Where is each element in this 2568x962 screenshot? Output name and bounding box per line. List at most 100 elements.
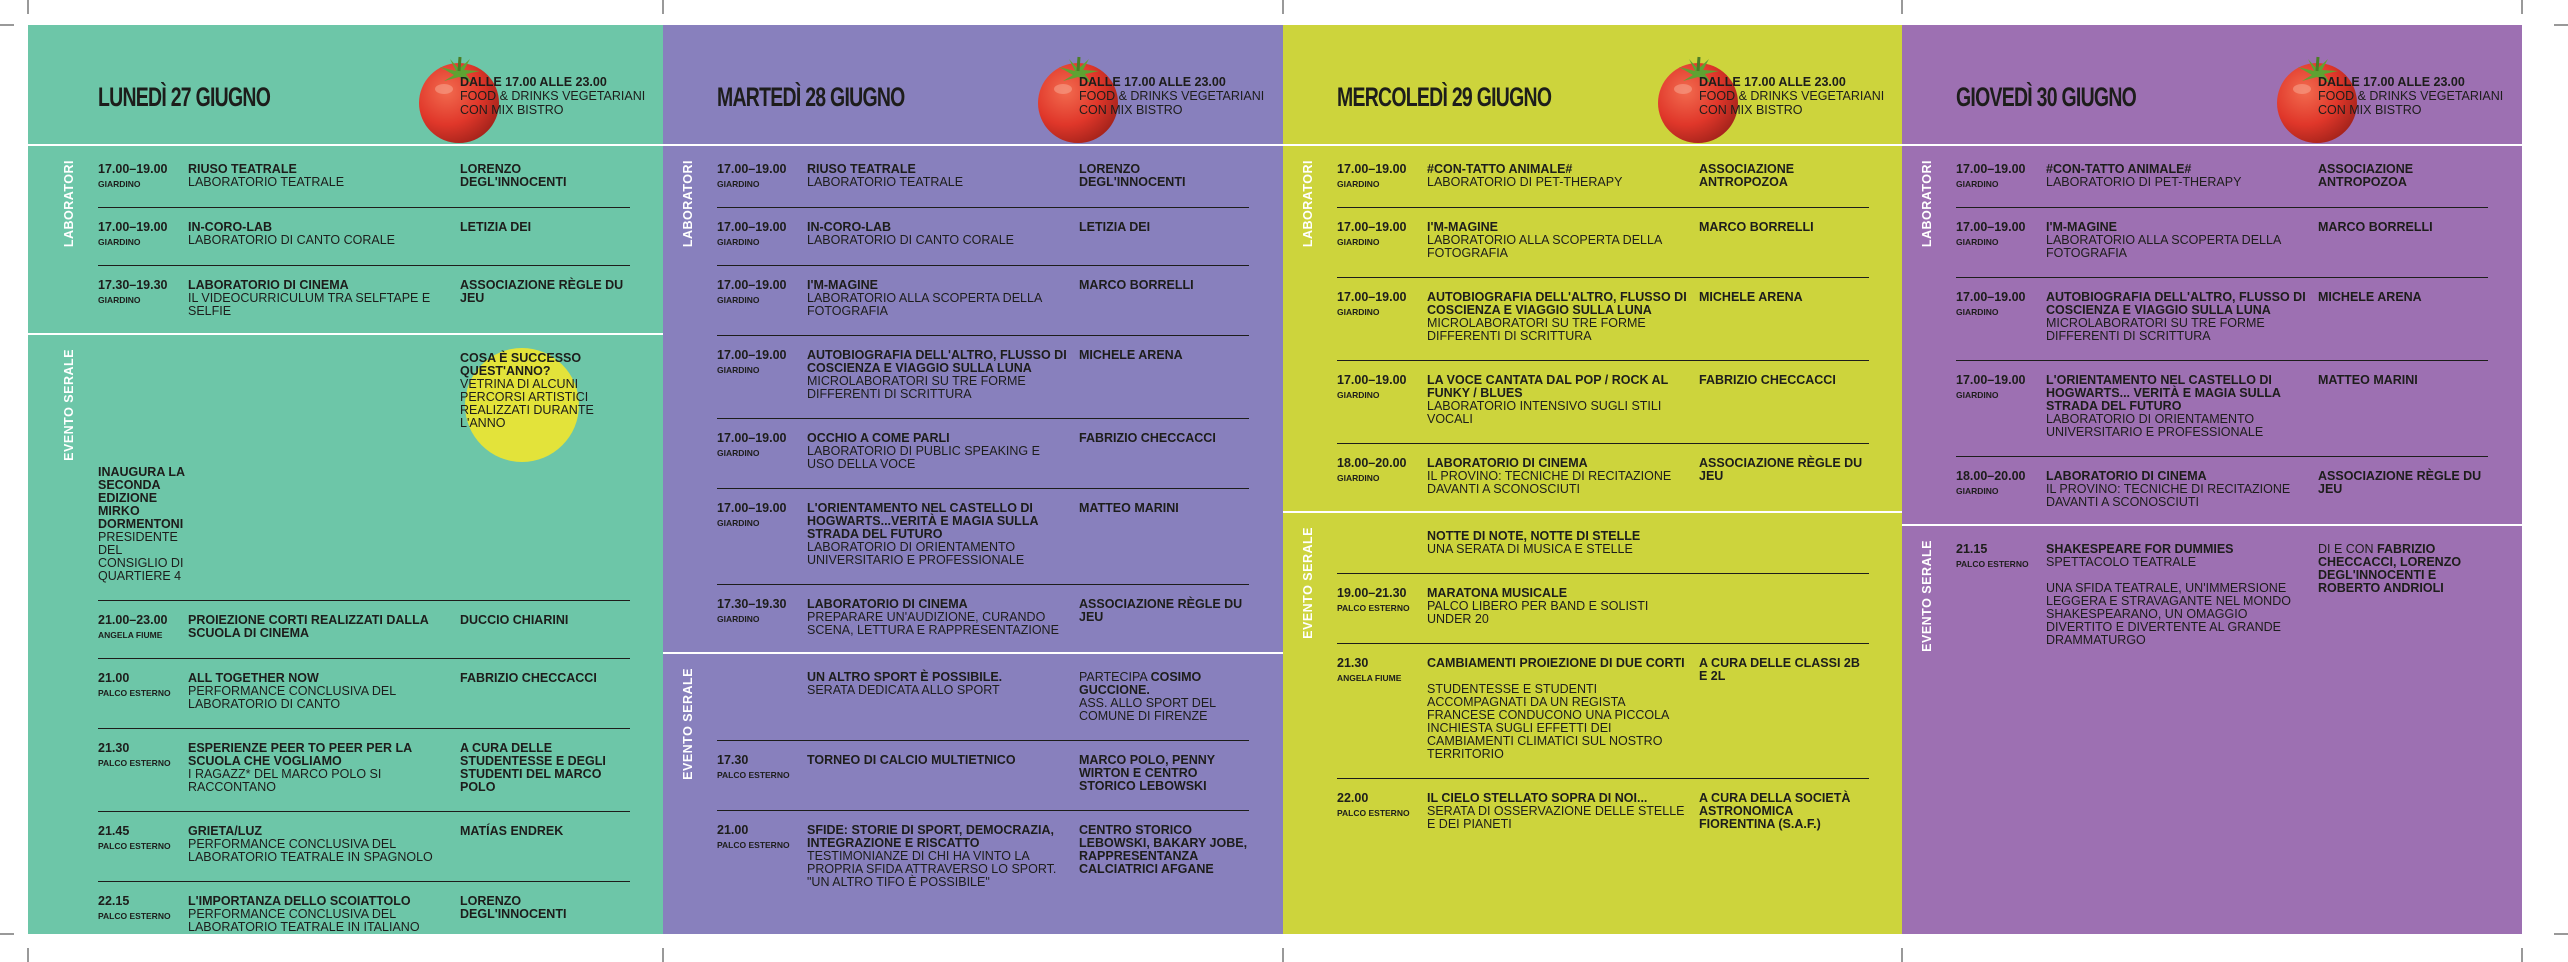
event-place: GIARDINO [98, 295, 141, 305]
event: 21.00 PALCO ESTERNO SFIDE: STORIE DI SPORT… [717, 810, 1249, 906]
event: 17.00–19.00 GIARDINO IN-CORO-LAB LABORATORI… [98, 207, 630, 265]
host-name: ASSOCIAZIONE RÈGLE DU JEU [1079, 597, 1243, 624]
note-line: DALLE 17.00 ALLE 23.00 [460, 75, 607, 89]
event-place: GIARDINO [717, 448, 760, 458]
host-name: A CURA DELLA SOCIETÀ ASTRONOMICA FIORENT… [1699, 791, 1851, 831]
note-line: CON MIX BISTRO [460, 103, 564, 117]
highlight-circle [465, 348, 579, 462]
tomato-icon [1658, 56, 1738, 143]
event: 17.00–19.00 GIARDINO I'M-MAGINE LABORATORIO… [717, 265, 1249, 335]
event-desc: SPETTACOLO TEATRALE [2046, 555, 2197, 569]
host-name: MATTEO MARINI [2318, 373, 2418, 387]
event-desc: TESTIMONIANZE DI CHI HA VINTO LA PROPRIA… [807, 849, 1057, 889]
event-title: COSA È SUCCESSO QUEST'ANNO? [460, 351, 582, 378]
event: 22.00 PALCO ESTERNO IL CIELO STELLATO SOPR… [1337, 778, 1869, 848]
event-what: RIUSO TEATRALE LABORATORIO TEATRALE [807, 163, 1079, 190]
event: 21.30 PALCO ESTERNO ESPERIENZE PEER TO PEE… [98, 728, 630, 811]
event-host: ASSOCIAZIONE ANTROPOZOA [2318, 163, 2488, 190]
day-panel: GIOVEDÌ 30 GIUGNO DALLE 17.00 ALLE 23.00 F… [1902, 25, 2522, 934]
event: 17.00–19.00 GIARDINO OCCHIO A COME PARLI LA… [717, 418, 1249, 488]
event-what: L'ORIENTAMENTO NEL CASTELLO DI HOGWARTS.… [807, 502, 1079, 567]
event-what: UN ALTRO SPORT È POSSIBILE. SERATA DEDICA… [807, 671, 1079, 723]
event-desc: LABORATORIO DI PUBLIC SPEAKING E USO DEL… [807, 444, 1040, 471]
event-title: SHAKESPEARE FOR DUMMIES [2046, 542, 2234, 556]
event-when: 17.00–19.00 GIARDINO [98, 163, 188, 190]
event-host: MICHELE ARENA [2318, 291, 2488, 343]
event-what: #CON-TATTO ANIMALE# LABORATORIO DI PET-TH… [2046, 163, 2318, 190]
event-desc: LABORATORIO DI ORIENTAMENTO UNIVERSITARI… [2046, 412, 2264, 439]
event-place: PALCO ESTERNO [717, 840, 790, 850]
day-content: LUNEDÌ 27 GIUGNO DALLE 17.00 ALLE 23.00 FO… [28, 25, 663, 934]
food-note: DALLE 17.00 ALLE 23.00 FOOD & DRINKS VEGE… [460, 75, 660, 117]
event-what: PROIEZIONE CORTI REALIZZATI DALLA SCUOLA… [188, 614, 460, 641]
section: LABORATORI 17.00–19.00 GIARDINO RIUSO TEATR… [28, 144, 663, 335]
host-name: LETIZIA DEI [460, 220, 532, 234]
event-desc: LABORATORIO TEATRALE [188, 175, 345, 189]
event-what: #CON-TATTO ANIMALE# LABORATORIO DI PET-TH… [1427, 163, 1699, 190]
event-what: IN-CORO-LAB LABORATORIO DI CANTO CORALE [807, 221, 1079, 248]
event-desc: VETRINA DI ALCUNI PERCORSI ARTISTICI REA… [460, 377, 594, 430]
event-time: 17.00–19.00 [1337, 290, 1407, 304]
event: 18.00–20.00 GIARDINO LABORATORIO DI CINEMA… [1337, 443, 1869, 513]
event-when: 17.00–19.00 GIARDINO [717, 163, 807, 190]
section: EVENTO SERALE COSA È SUCCESSO QUEST'ANNO?… [28, 333, 663, 934]
tomato-icon [2277, 56, 2357, 143]
event-title: PROIEZIONE CORTI REALIZZATI DALLA SCUOLA… [188, 613, 429, 640]
event-when [188, 352, 460, 466]
event: 21.45 PALCO ESTERNO GRIETA/LUZ PERFORMANCE … [98, 811, 630, 881]
event: 17.00–19.00 GIARDINO #CON-TATTO ANIMALE# LA… [1337, 150, 1869, 207]
food-note: DALLE 17.00 ALLE 23.00 FOOD & DRINKS VEGE… [1079, 75, 1279, 117]
host-name: ASSOCIAZIONE ANTROPOZOA [1699, 162, 1795, 189]
event-place: GIARDINO [717, 518, 760, 528]
event-when: 17.00–19.00 GIARDINO [1337, 374, 1427, 426]
event-time: 17.00–19.00 [1337, 373, 1407, 387]
event-desc: UNA SERATA DI MUSICA E STELLE [1427, 542, 1633, 556]
event-time: 17.00–19.00 [1956, 220, 2026, 234]
event-place: PALCO ESTERNO [98, 841, 171, 851]
event-desc: LABORATORIO DI PET-THERAPY [1427, 175, 1623, 189]
host-name: FABRIZIO CHECCACCI [460, 671, 597, 685]
event-time: 17.00–19.00 [98, 162, 168, 176]
event-host: DUCCIO CHIARINI [460, 614, 630, 641]
event-title: AUTOBIOGRAFIA DELL'ALTRO, FLUSSO DI COSC… [2046, 290, 2306, 317]
host-intro: DI E CON [2318, 542, 2374, 556]
event-when: 21.30 PALCO ESTERNO [98, 742, 188, 794]
day-header: GIOVEDÌ 30 GIUGNO DALLE 17.00 ALLE 23.00 F… [1902, 25, 2522, 146]
host-name: MARCO BORRELLI [1699, 220, 1814, 234]
event-when: 21.00 PALCO ESTERNO [717, 824, 807, 889]
event-host: LORENZO DEGL'INNOCENTI [460, 163, 630, 190]
host-name: LORENZO DEGL'INNOCENTI [460, 162, 567, 189]
event-what: LABORATORIO DI CINEMA IL PROVINO: TECNICH… [1427, 457, 1699, 496]
event-place: PALCO ESTERNO [98, 688, 171, 698]
event-place: PALCO ESTERNO [1337, 603, 1410, 613]
event-host [1699, 530, 1869, 556]
event: COSA È SUCCESSO QUEST'ANNO? VETRINA DI AL… [98, 339, 630, 600]
event-title: LABORATORIO DI CINEMA [188, 278, 349, 292]
event-what: LABORATORIO DI CINEMA IL VIDEOCURRICULUM … [188, 279, 460, 318]
event-when: 17.30–19.30 GIARDINO [717, 598, 807, 637]
event-desc: MICROLABORATORI SU TRE FORME DIFFERENTI … [2046, 316, 2265, 343]
event: 17.30 PALCO ESTERNO TORNEO DI CALCIO MULTI… [717, 740, 1249, 810]
event: 17.00–19.00 GIARDINO RIUSO TEATRALE LABORAT… [98, 150, 630, 207]
event-what: LA VOCE CANTATA DAL POP / ROCK AL FUNKY … [1427, 374, 1699, 426]
host-name: ASSOCIAZIONE RÈGLE DU JEU [2318, 469, 2482, 496]
tomato-icon [1038, 56, 1118, 143]
event-host: INAUGURA LA SECONDA EDIZIONE MIRKO DORME… [98, 466, 188, 583]
event-what: IL CIELO STELLATO SOPRA DI NOI... SERATA … [1427, 792, 1699, 831]
event-what: LABORATORIO DI CINEMA IL PROVINO: TECNICH… [2046, 470, 2318, 509]
event-place: GIARDINO [717, 295, 760, 305]
event: 17.00–19.00 GIARDINO I'M-MAGINE LABORATORIO… [1337, 207, 1869, 277]
event-title: UN ALTRO SPORT È POSSIBILE. [807, 670, 1003, 684]
event-title: L'ORIENTAMENTO NEL CASTELLO DI HOGWARTS.… [2046, 373, 2281, 413]
event-desc: LABORATORIO ALLA SCOPERTA DELLA FOTOGRAF… [807, 291, 1042, 318]
event-time: 21.45 [98, 824, 130, 838]
food-note: DALLE 17.00 ALLE 23.00 FOOD & DRINKS VEGE… [2318, 75, 2518, 117]
event-title: LABORATORIO DI CINEMA [807, 597, 968, 611]
event-place: GIARDINO [1956, 179, 1999, 189]
event-place: GIARDINO [717, 179, 760, 189]
event: 17.00–19.00 GIARDINO LA VOCE CANTATA DAL P… [1337, 360, 1869, 443]
event-what: I'M-MAGINE LABORATORIO ALLA SCOPERTA DELL… [807, 279, 1079, 318]
event-title: MARATONA MUSICALE [1427, 586, 1568, 600]
event-host: MATÍAS ENDREK [460, 825, 630, 864]
event-time: 22.15 [98, 894, 130, 908]
